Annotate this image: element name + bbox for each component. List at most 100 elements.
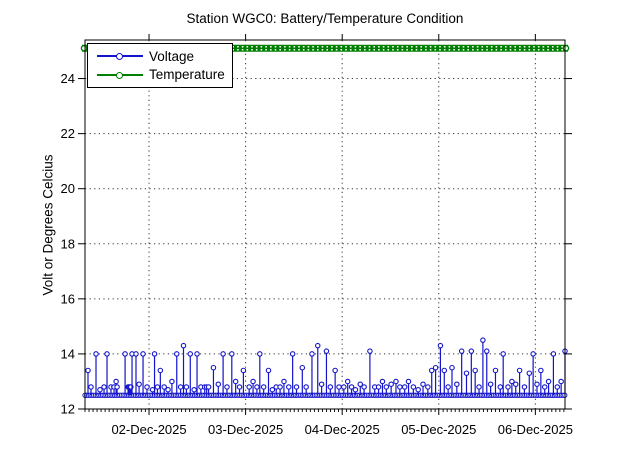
voltage-marker xyxy=(157,367,164,374)
voltage-marker xyxy=(497,384,504,390)
voltage-marker xyxy=(341,384,347,390)
voltage-marker xyxy=(357,381,364,387)
voltage-marker xyxy=(534,381,540,387)
legend: Voltage Temperature xyxy=(87,43,233,88)
voltage-marker xyxy=(289,351,296,357)
voltage-marker xyxy=(323,348,330,354)
voltage-marker xyxy=(441,367,448,374)
voltage-marker xyxy=(425,384,431,390)
voltage-marker xyxy=(122,351,128,357)
voltage-marker xyxy=(169,378,175,385)
voltage-marker xyxy=(484,348,490,354)
voltage-marker xyxy=(293,384,300,390)
voltage-marker xyxy=(101,384,107,390)
voltage-marker xyxy=(530,351,536,357)
x-tick-label: 05-Dec-2025 xyxy=(401,422,476,437)
voltage-marker xyxy=(516,367,523,374)
voltage-marker xyxy=(476,384,482,390)
voltage-marker xyxy=(215,381,222,387)
y-tick-label: 12 xyxy=(61,402,75,417)
voltage-marker xyxy=(336,384,342,390)
voltage-marker xyxy=(352,386,359,393)
voltage-marker xyxy=(236,384,243,390)
voltage-marker xyxy=(183,384,190,390)
y-tick-label: 16 xyxy=(61,291,75,306)
voltage-marker xyxy=(265,367,272,374)
voltage-marker xyxy=(97,386,103,393)
voltage-marker xyxy=(229,351,235,357)
voltage-marker xyxy=(299,364,306,371)
voltage-marker xyxy=(281,378,287,385)
voltage-marker xyxy=(260,384,267,390)
legend-item-temperature: Temperature xyxy=(88,66,232,84)
voltage-marker xyxy=(140,351,146,357)
legend-item-voltage: Voltage xyxy=(88,47,232,65)
voltage-marker xyxy=(246,384,252,390)
legend-label-temperature: Temperature xyxy=(149,67,225,83)
voltage-marker xyxy=(93,351,99,357)
y-tick-label: 24 xyxy=(61,71,75,86)
voltage-marker xyxy=(526,370,533,376)
voltage-marker xyxy=(187,351,194,357)
voltage-marker xyxy=(393,378,399,385)
voltage-marker xyxy=(315,342,321,349)
temperature-end-marker xyxy=(80,44,88,52)
voltage-marker xyxy=(277,384,283,390)
voltage-marker xyxy=(415,386,421,393)
voltage-marker xyxy=(191,386,197,393)
voltage-marker xyxy=(348,384,355,390)
voltage-marker xyxy=(437,342,444,349)
voltage-marker xyxy=(445,384,451,390)
voltage-marker xyxy=(487,381,494,387)
voltage-marker xyxy=(303,384,309,390)
voltage-marker xyxy=(165,386,171,393)
voltage-marker xyxy=(257,351,263,357)
voltage-marker xyxy=(136,381,142,387)
voltage-marker xyxy=(269,386,276,393)
voltage-marker xyxy=(205,384,212,390)
voltage-marker xyxy=(309,351,315,357)
voltage-marker xyxy=(113,378,119,385)
voltage-marker xyxy=(558,378,564,385)
voltage-marker xyxy=(177,384,184,390)
voltage-marker xyxy=(512,381,519,387)
voltage-marker xyxy=(521,384,528,390)
x-tick-label: 03-Dec-2025 xyxy=(208,422,283,437)
voltage-marker xyxy=(420,381,426,387)
voltage-marker xyxy=(432,364,439,371)
voltage-marker xyxy=(114,384,120,390)
legend-label-voltage: Voltage xyxy=(149,48,195,64)
voltage-marker xyxy=(375,384,382,390)
voltage-marker xyxy=(254,384,260,390)
x-tick-label: 06-Dec-2025 xyxy=(498,422,573,437)
circle-marker-icon xyxy=(116,71,123,79)
y-tick-label: 22 xyxy=(61,126,75,141)
voltage-line-sample xyxy=(97,53,143,61)
voltage-marker xyxy=(151,351,158,357)
voltage-marker xyxy=(194,351,200,357)
voltage-marker xyxy=(240,367,247,374)
voltage-marker xyxy=(480,337,486,343)
voltage-marker xyxy=(144,384,150,390)
voltage-marker xyxy=(361,384,367,390)
voltage-marker xyxy=(458,348,465,354)
voltage-marker xyxy=(554,384,561,390)
circle-marker-icon xyxy=(116,53,123,61)
voltage-marker xyxy=(405,378,412,385)
voltage-marker xyxy=(492,367,499,374)
voltage-marker xyxy=(410,384,417,390)
voltage-marker xyxy=(232,378,239,385)
y-axis-label: Volt or Degrees Celcius xyxy=(40,154,56,296)
voltage-marker xyxy=(133,351,139,357)
voltage-marker xyxy=(500,351,506,357)
voltage-marker xyxy=(154,384,161,390)
voltage-marker xyxy=(327,384,334,390)
y-tick-label: 20 xyxy=(61,181,75,196)
voltage-marker xyxy=(180,342,187,349)
voltage-marker xyxy=(286,384,292,390)
voltage-marker xyxy=(250,378,256,385)
voltage-marker xyxy=(318,381,325,387)
plot-border xyxy=(84,39,566,410)
